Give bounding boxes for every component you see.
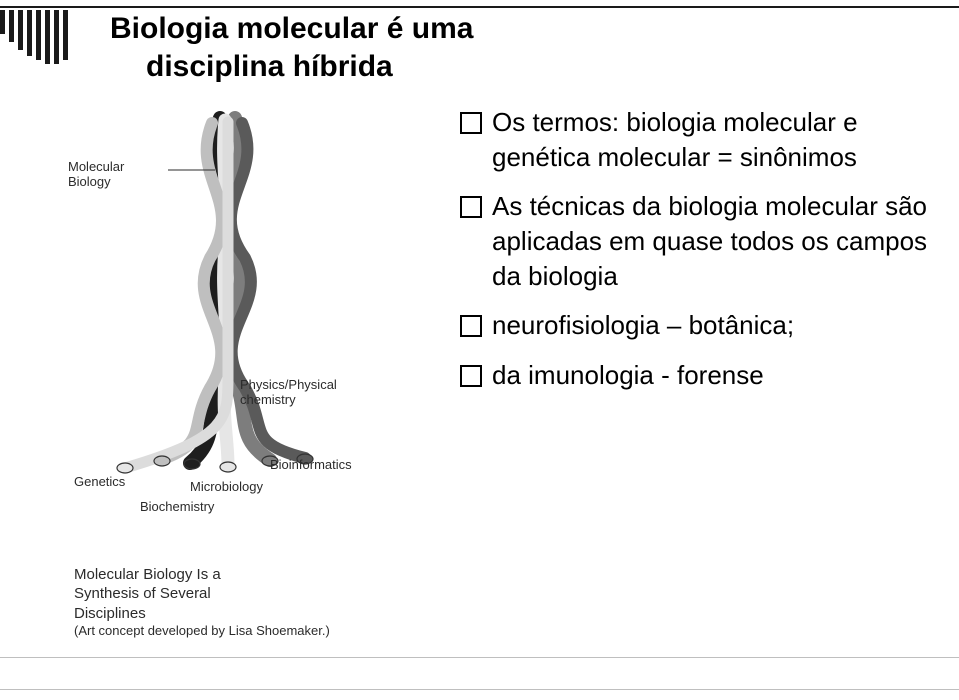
label-physics: Physics/Physical chemistry xyxy=(240,378,337,408)
label-genetics: Genetics xyxy=(74,475,125,490)
caption-line: Synthesis of Several xyxy=(74,584,330,604)
caption-line: Disciplines xyxy=(74,604,330,624)
decor-bars xyxy=(0,10,68,64)
title-line-2: disciplina híbrida xyxy=(110,48,473,86)
bullet-list: Os termos: biologia molecular e genética… xyxy=(460,105,929,407)
label-molecular-biology: Molecular Biology xyxy=(68,160,168,190)
bullet-item: da imunologia - forense xyxy=(460,358,929,393)
label-microbiology: Microbiology xyxy=(190,480,263,495)
bullet-text: As técnicas da biologia molecular são ap… xyxy=(492,191,927,291)
caption-line: Molecular Biology Is a xyxy=(74,565,330,585)
top-rule xyxy=(0,6,959,8)
caption-credit: (Art concept developed by Lisa Shoemaker… xyxy=(74,623,330,640)
figure-caption: Molecular Biology Is a Synthesis of Seve… xyxy=(74,565,330,640)
bullet-item: neurofisiologia – botânica; xyxy=(460,308,929,343)
bullet-text: da imunologia - forense xyxy=(492,360,764,390)
page-title: Biologia molecular é uma disciplina híbr… xyxy=(110,10,473,85)
footer-rule xyxy=(0,657,959,658)
bullet-text: neurofisiologia – botânica; xyxy=(492,310,794,340)
footer-rule xyxy=(0,689,959,690)
bullet-item: As técnicas da biologia molecular são ap… xyxy=(460,189,929,294)
bullet-text: Os termos: biologia molecular e genética… xyxy=(492,107,858,172)
title-line-1: Biologia molecular é uma xyxy=(110,10,473,48)
figure: Molecular Biology Physics/Physical chemi… xyxy=(40,100,420,660)
label-biochemistry: Biochemistry xyxy=(140,500,214,515)
label-bioinformatics: Bioinformatics xyxy=(270,458,352,473)
bullet-item: Os termos: biologia molecular e genética… xyxy=(460,105,929,175)
